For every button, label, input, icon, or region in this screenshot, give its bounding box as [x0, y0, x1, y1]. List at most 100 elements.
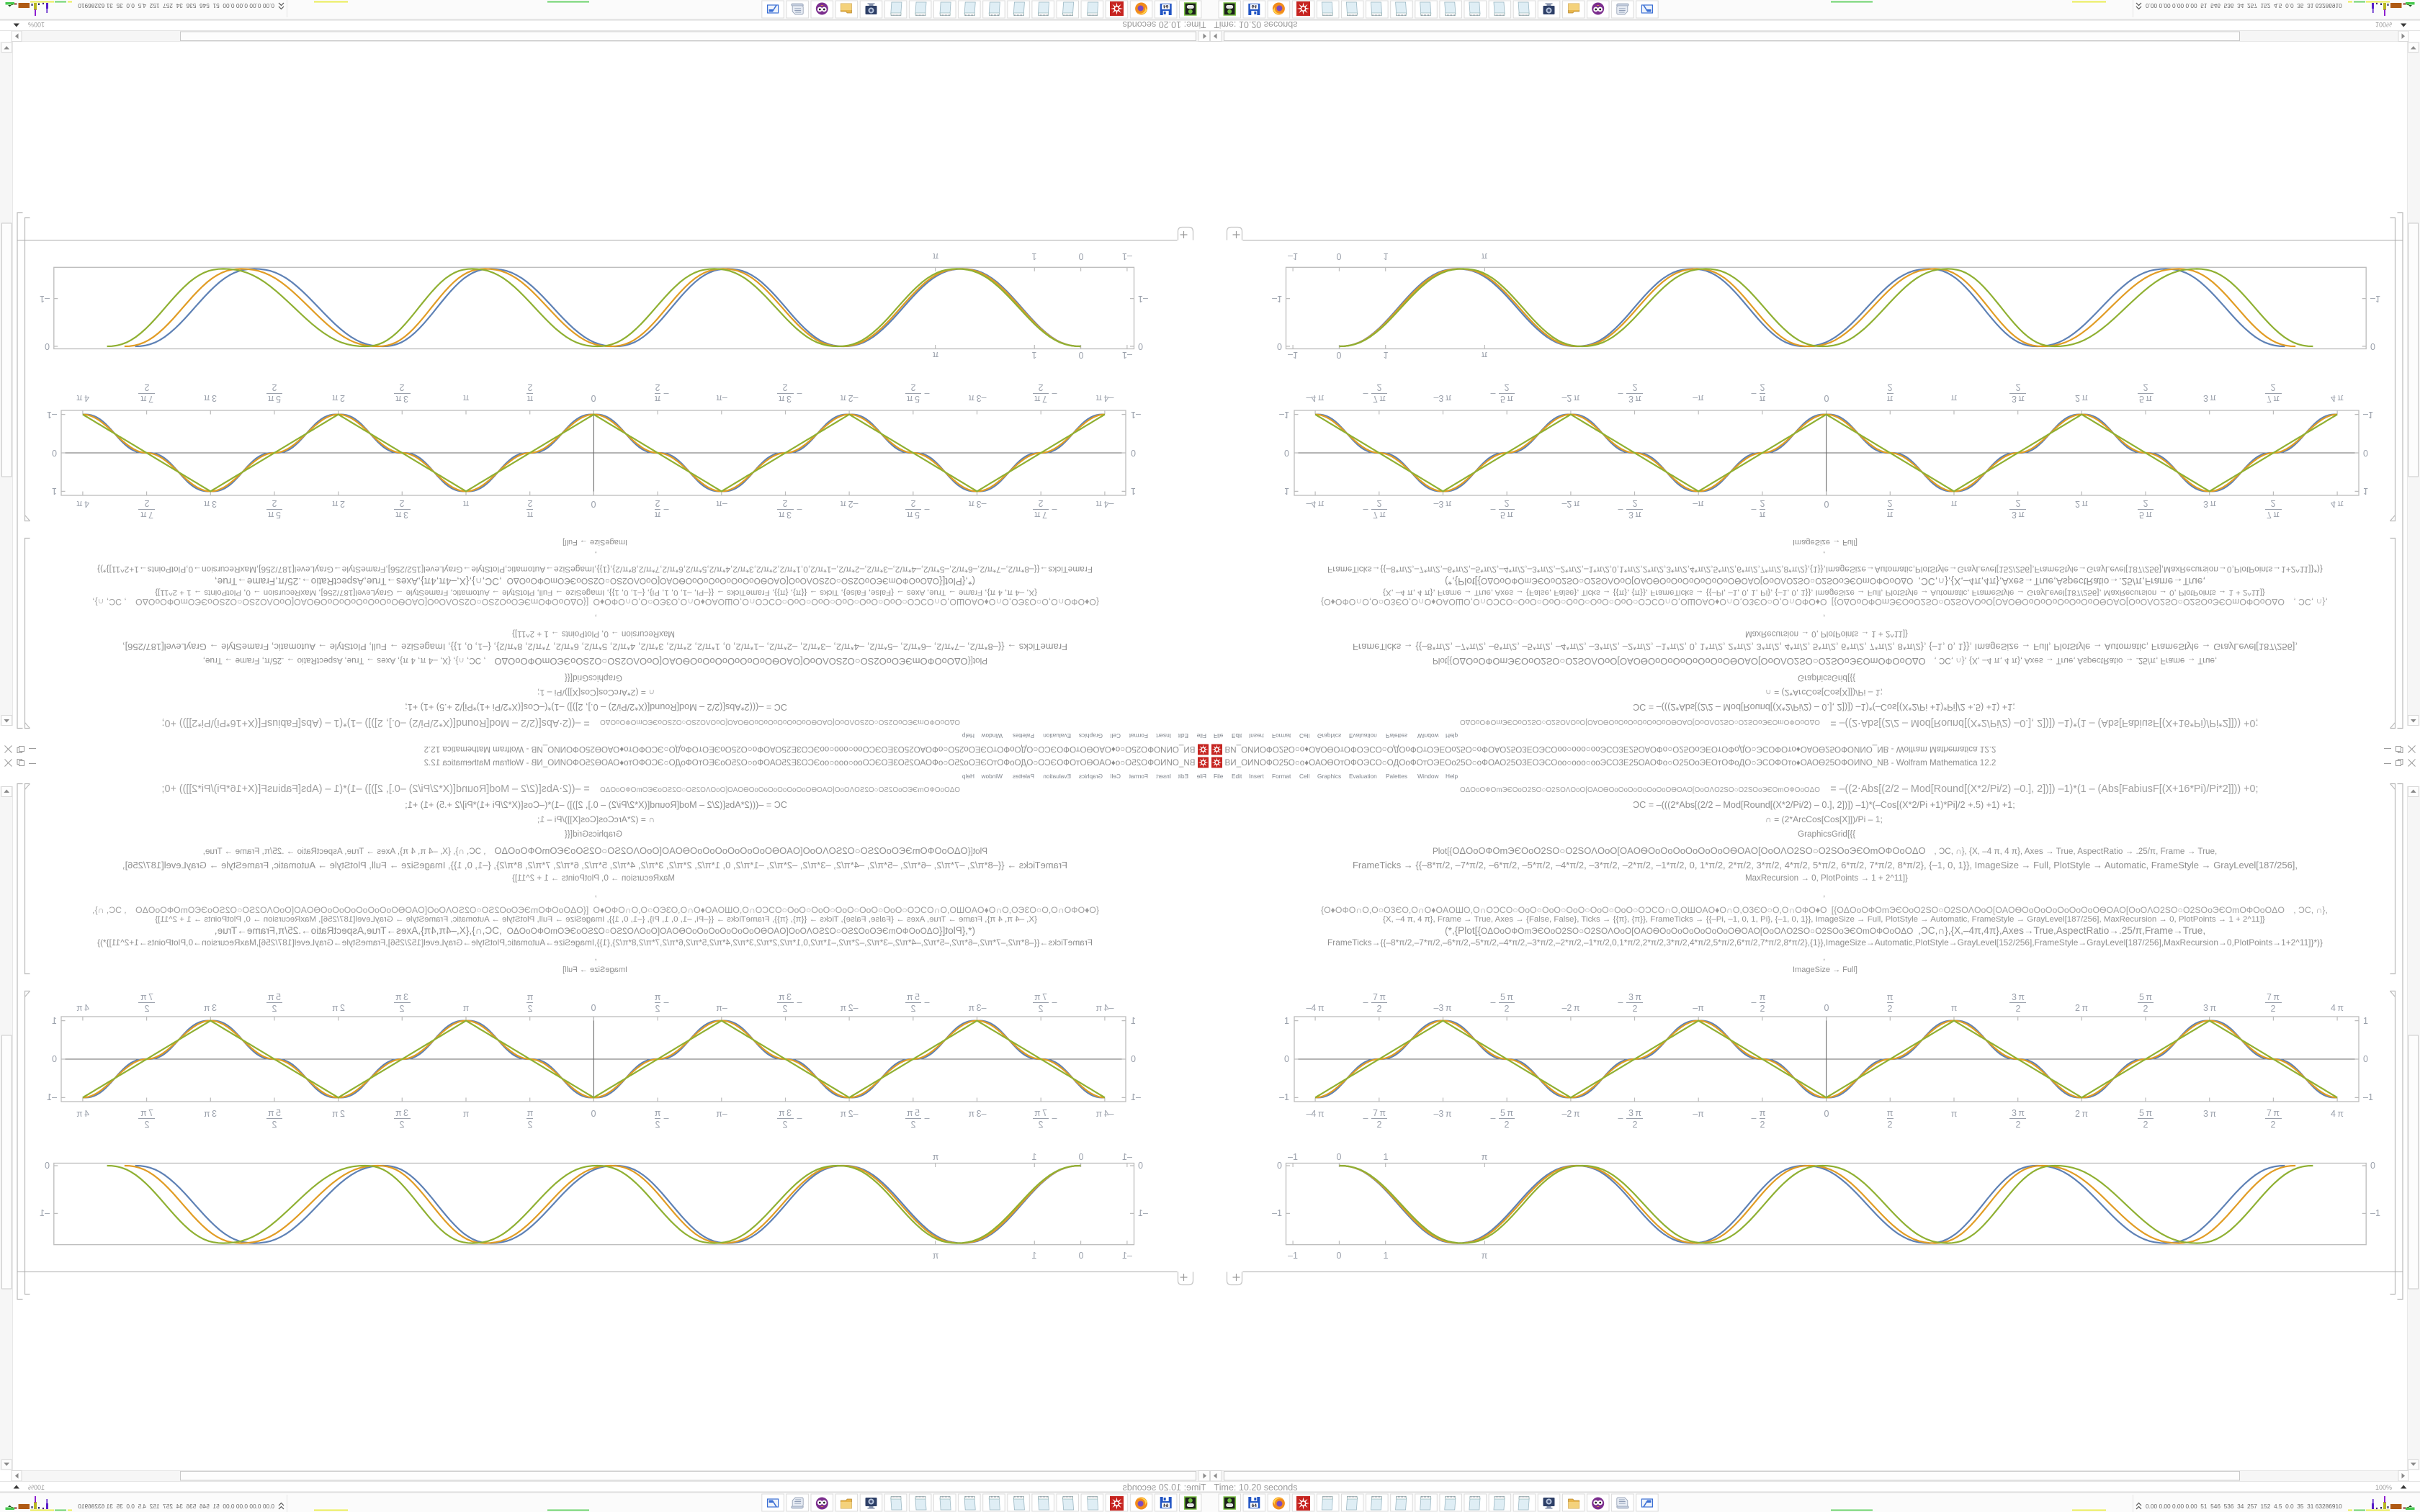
svg-text:π: π	[1887, 1108, 1894, 1118]
svg-text:7 π: 7 π	[1373, 394, 1386, 404]
svg-text:0: 0	[1284, 1054, 1289, 1064]
svg-text:–: –	[663, 505, 668, 515]
svg-text:–1: –1	[1288, 251, 1298, 261]
svg-text:2: 2	[910, 1120, 915, 1130]
svg-text:2: 2	[1505, 382, 1510, 392]
svg-text:–π: –π	[1693, 393, 1704, 403]
svg-text:π: π	[1482, 1251, 1488, 1261]
svg-text:2: 2	[1377, 1120, 1382, 1130]
svg-text:4 π: 4 π	[76, 1109, 89, 1119]
svg-text:3 π: 3 π	[395, 510, 408, 520]
svg-text:3 π: 3 π	[1628, 992, 1641, 1002]
svg-text:–1: –1	[40, 294, 50, 304]
svg-text:2: 2	[272, 498, 277, 508]
svg-text:0: 0	[1824, 1003, 1829, 1013]
svg-text:3 π: 3 π	[395, 1108, 408, 1118]
svg-text:1: 1	[1284, 1016, 1289, 1026]
svg-text:–2 π: –2 π	[840, 1109, 858, 1119]
svg-text:–1: –1	[2363, 410, 2373, 420]
svg-text:2: 2	[2143, 1120, 2148, 1130]
svg-text:–: –	[663, 389, 668, 399]
svg-text:0: 0	[591, 1003, 596, 1013]
svg-text:–1: –1	[1279, 410, 1289, 420]
svg-text:–π: –π	[716, 499, 727, 509]
svg-text:–: –	[1363, 389, 1368, 399]
svg-text:4 π: 4 π	[76, 393, 89, 403]
svg-text:2: 2	[782, 498, 787, 508]
svg-text:–: –	[1491, 997, 1496, 1007]
svg-text:7 π: 7 π	[1034, 992, 1047, 1002]
svg-text:π: π	[526, 394, 533, 404]
svg-text:–π: –π	[1693, 1109, 1704, 1119]
svg-text:4 π: 4 π	[76, 1003, 89, 1013]
svg-text:5 π: 5 π	[268, 992, 281, 1002]
svg-text:7 π: 7 π	[140, 394, 153, 404]
svg-text:2: 2	[1505, 1120, 1510, 1130]
svg-text:1: 1	[1384, 350, 1389, 360]
svg-text:2 π: 2 π	[2075, 1109, 2088, 1119]
svg-text:π: π	[1482, 1152, 1488, 1162]
svg-text:–3 π: –3 π	[968, 393, 986, 403]
svg-text:3 π: 3 π	[2203, 393, 2216, 403]
svg-text:π: π	[1887, 510, 1894, 520]
svg-text:7 π: 7 π	[1034, 394, 1047, 404]
svg-text:2: 2	[272, 1004, 277, 1014]
svg-text:π: π	[462, 499, 469, 509]
svg-text:π: π	[1887, 394, 1894, 404]
svg-text:2: 2	[655, 1004, 660, 1014]
svg-text:3 π: 3 π	[2012, 394, 2025, 404]
svg-text:–: –	[1491, 389, 1496, 399]
svg-text:–: –	[1752, 997, 1757, 1007]
svg-text:0: 0	[1078, 251, 1083, 261]
svg-text:–4 π: –4 π	[1306, 1109, 1324, 1119]
svg-text:3 π: 3 π	[1628, 510, 1641, 520]
svg-text:0: 0	[1138, 1161, 1143, 1171]
svg-text:–: –	[1618, 505, 1623, 515]
svg-text:1: 1	[1031, 1152, 1036, 1162]
svg-text:2 π: 2 π	[332, 393, 345, 403]
svg-text:7 π: 7 π	[1034, 510, 1047, 520]
svg-text:4 π: 4 π	[2331, 499, 2344, 509]
svg-text:2: 2	[399, 382, 404, 392]
svg-text:–4 π: –4 π	[1306, 499, 1324, 509]
svg-text:64: 64	[1163, 4, 1169, 9]
svg-text:–4 π: –4 π	[1095, 499, 1113, 509]
svg-text:0: 0	[591, 1109, 596, 1119]
svg-text:1: 1	[1031, 251, 1036, 261]
svg-text:–: –	[1618, 997, 1623, 1007]
svg-text:2 π: 2 π	[332, 1109, 345, 1119]
svg-text:0: 0	[1078, 350, 1083, 360]
svg-text:–4 π: –4 π	[1306, 393, 1324, 403]
svg-text:π: π	[526, 510, 533, 520]
svg-text:2: 2	[527, 498, 532, 508]
svg-text:2: 2	[2271, 1120, 2276, 1130]
svg-text:5 π: 5 π	[268, 1108, 281, 1118]
svg-text:π: π	[462, 1109, 469, 1119]
svg-text:–3 π: –3 π	[1433, 393, 1451, 403]
svg-text:1: 1	[52, 1016, 57, 1026]
svg-text:2: 2	[782, 1004, 787, 1014]
svg-text:π: π	[1760, 1108, 1766, 1118]
svg-text:3 π: 3 π	[1628, 1108, 1641, 1118]
svg-text:0: 0	[1138, 341, 1143, 351]
svg-text:π: π	[1482, 251, 1488, 261]
svg-text:0: 0	[2370, 341, 2375, 351]
svg-text:–1: –1	[1122, 1251, 1132, 1261]
svg-text:5 π: 5 π	[907, 510, 920, 520]
svg-text:7 π: 7 π	[140, 1108, 153, 1118]
svg-text:π: π	[1760, 510, 1766, 520]
svg-text:–: –	[1052, 505, 1057, 515]
svg-text:2: 2	[1760, 1120, 1765, 1130]
svg-text:0: 0	[1277, 1161, 1282, 1171]
svg-text:π: π	[932, 350, 938, 360]
svg-text:–: –	[1752, 505, 1757, 515]
svg-text:2: 2	[144, 1004, 149, 1014]
svg-text:π: π	[1760, 992, 1766, 1002]
svg-text:–: –	[1752, 389, 1757, 399]
svg-text:0: 0	[1824, 499, 1829, 509]
svg-text:–2 π: –2 π	[1561, 1109, 1579, 1119]
svg-text:2 π: 2 π	[2075, 1003, 2088, 1013]
svg-text:2: 2	[2016, 498, 2021, 508]
svg-text:–1: –1	[1122, 350, 1132, 360]
svg-text:π: π	[1887, 992, 1894, 1002]
